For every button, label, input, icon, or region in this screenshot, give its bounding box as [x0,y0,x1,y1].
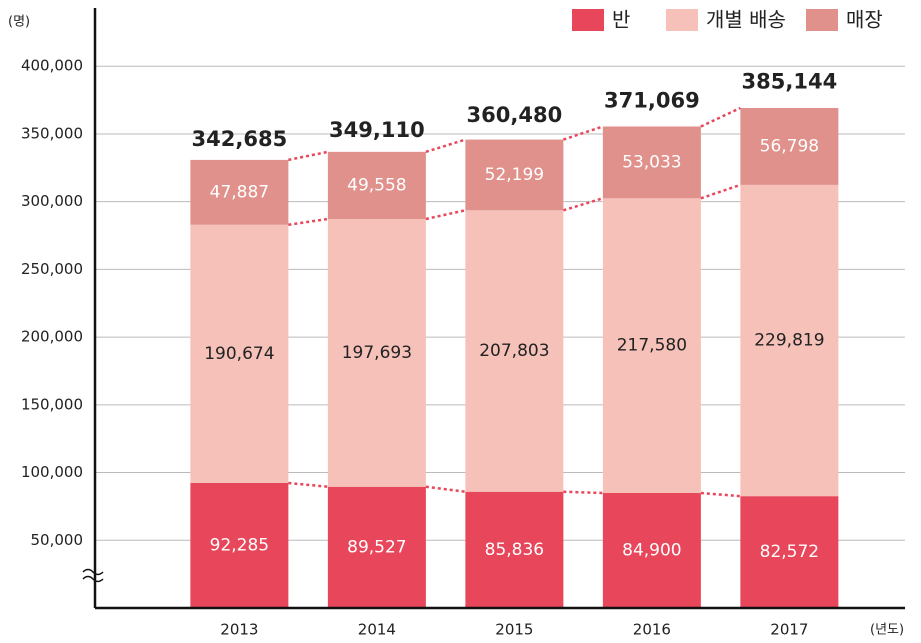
data-label: 207,803 [479,341,549,361]
bar-segment [602,126,701,199]
data-label: 47,887 [210,182,269,202]
bar-segment [602,198,701,494]
total-label: 342,685 [192,127,288,151]
x-tick-label: 2016 [633,621,671,639]
connector [425,138,466,154]
y-unit: (명) [8,15,30,30]
connector [563,490,603,495]
total-label: 371,069 [604,88,700,112]
bar-segment [602,493,701,608]
legend-label: 매장 [846,8,883,32]
data-label: 84,900 [622,541,681,561]
data-label: 82,572 [760,542,819,562]
data-label: 190,674 [204,344,274,364]
data-label: 52,199 [485,165,544,185]
x-tick-label: 2017 [770,621,808,639]
bar-segment [327,151,426,219]
bar-segment [740,107,839,185]
bar-segment [327,486,426,608]
x-unit: (년도) [870,623,904,638]
bar-segment [327,218,426,487]
bar-segment [190,159,289,225]
y-tick-label: 200,000 [21,328,83,346]
bar-segment [190,483,289,608]
connector [288,217,329,226]
connector [425,485,466,493]
legend-swatch [666,9,698,31]
connector [700,106,741,128]
connector [700,491,741,498]
legend-swatch [572,9,604,31]
connector [288,481,328,488]
bar-segment [740,184,839,497]
connector [425,209,466,221]
bar-segment [465,139,564,211]
data-label: 53,033 [622,152,681,172]
data-label: 197,693 [342,343,412,363]
total-label: 349,110 [329,118,425,142]
bar-segment [740,496,839,608]
x-tick-label: 2014 [358,621,396,639]
y-tick-label: 100,000 [21,463,83,481]
connector [288,150,329,162]
data-label: 85,836 [485,540,544,560]
bar-segment [465,491,564,608]
data-label: 229,819 [754,331,824,351]
connector [700,183,741,200]
legend-label: 개별 배송 [706,8,786,32]
connector [562,125,604,141]
legend-swatch [806,9,838,31]
y-tick-label: 400,000 [21,57,83,75]
x-tick-label: 2013 [220,621,258,639]
data-label: 89,527 [347,537,406,557]
data-label: 56,798 [760,136,819,156]
connector [563,197,604,212]
legend-label: 반 [612,8,630,32]
bar-segment [465,210,564,492]
y-tick-label: 150,000 [21,395,83,413]
data-label: 92,285 [210,536,269,556]
y-tick-label: 50,000 [31,531,84,549]
y-tick-label: 350,000 [21,124,83,142]
y-tick-label: 300,000 [21,192,83,210]
y-tick-label: 250,000 [21,260,83,278]
data-label: 49,558 [347,175,406,195]
total-label: 360,480 [467,103,563,127]
data-label: 217,580 [617,336,687,356]
bar-segment [190,224,289,484]
total-label: 385,144 [742,69,838,93]
x-tick-label: 2015 [495,621,533,639]
axis-break [82,568,104,583]
